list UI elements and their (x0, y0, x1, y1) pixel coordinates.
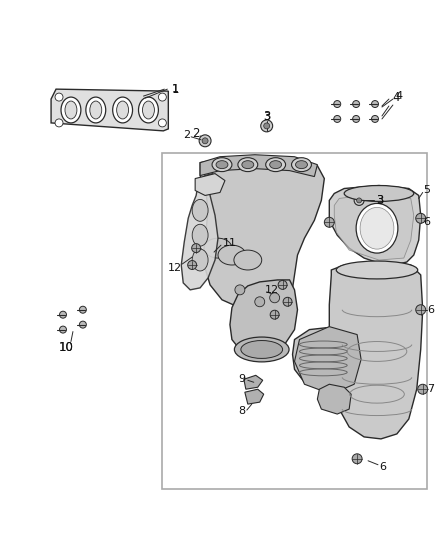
Ellipse shape (238, 158, 258, 172)
Polygon shape (195, 174, 225, 196)
Ellipse shape (192, 224, 208, 246)
Circle shape (418, 384, 427, 394)
Ellipse shape (117, 101, 129, 119)
Circle shape (264, 123, 270, 129)
Text: 2: 2 (183, 130, 190, 140)
Text: 3: 3 (377, 196, 384, 205)
Circle shape (202, 138, 208, 144)
Ellipse shape (266, 158, 286, 172)
Text: 6: 6 (379, 462, 386, 472)
Circle shape (159, 93, 166, 101)
Polygon shape (334, 193, 414, 260)
Ellipse shape (90, 101, 102, 119)
Circle shape (334, 116, 341, 123)
Text: 8: 8 (238, 406, 245, 416)
Circle shape (261, 120, 273, 132)
Circle shape (371, 101, 378, 108)
Circle shape (270, 293, 279, 303)
Circle shape (324, 217, 334, 227)
Polygon shape (293, 328, 354, 386)
Circle shape (55, 93, 63, 101)
Circle shape (79, 306, 86, 313)
Polygon shape (245, 389, 264, 404)
Polygon shape (294, 327, 361, 394)
Text: 4: 4 (395, 91, 403, 101)
Ellipse shape (61, 97, 81, 123)
Text: 10: 10 (59, 341, 74, 354)
Ellipse shape (360, 207, 394, 249)
Polygon shape (200, 155, 318, 176)
Ellipse shape (204, 238, 232, 258)
Circle shape (334, 101, 341, 108)
Ellipse shape (86, 97, 106, 123)
Circle shape (283, 297, 292, 306)
Circle shape (416, 213, 426, 223)
Polygon shape (329, 262, 423, 439)
Text: 6: 6 (427, 305, 434, 314)
Ellipse shape (142, 101, 155, 119)
Ellipse shape (292, 158, 311, 172)
Ellipse shape (216, 160, 228, 168)
Polygon shape (318, 384, 351, 414)
Ellipse shape (270, 160, 282, 168)
Text: 6: 6 (423, 217, 430, 227)
Polygon shape (200, 157, 324, 310)
Ellipse shape (356, 204, 398, 253)
Ellipse shape (242, 160, 254, 168)
Circle shape (416, 305, 426, 314)
Text: 3: 3 (263, 112, 270, 122)
Text: 11: 11 (223, 238, 237, 248)
Ellipse shape (336, 261, 418, 279)
Circle shape (192, 244, 201, 253)
Text: 3: 3 (263, 110, 270, 124)
Ellipse shape (65, 101, 77, 119)
Ellipse shape (234, 250, 262, 270)
Text: 9: 9 (238, 374, 245, 384)
Circle shape (354, 196, 364, 205)
Circle shape (199, 135, 211, 147)
Circle shape (60, 311, 67, 318)
Polygon shape (51, 89, 168, 131)
Ellipse shape (296, 160, 307, 168)
Polygon shape (244, 375, 263, 389)
Circle shape (255, 297, 265, 307)
Text: 10: 10 (59, 341, 74, 354)
Text: 2: 2 (192, 127, 200, 140)
Text: 5: 5 (423, 185, 430, 196)
Circle shape (278, 280, 287, 289)
Circle shape (353, 101, 360, 108)
Circle shape (235, 285, 245, 295)
Ellipse shape (192, 199, 208, 221)
Circle shape (357, 198, 362, 203)
Circle shape (79, 321, 86, 328)
Circle shape (159, 119, 166, 127)
Circle shape (371, 116, 378, 123)
Circle shape (353, 116, 360, 123)
Text: 3: 3 (376, 194, 384, 207)
Text: 1: 1 (172, 84, 179, 94)
Text: 12: 12 (168, 263, 182, 273)
Polygon shape (230, 280, 297, 352)
Ellipse shape (212, 158, 232, 172)
Ellipse shape (218, 245, 246, 265)
Ellipse shape (113, 97, 133, 123)
Ellipse shape (234, 337, 289, 362)
Circle shape (55, 119, 63, 127)
Text: 4: 4 (392, 91, 399, 103)
Text: 12: 12 (265, 285, 279, 295)
Circle shape (60, 326, 67, 333)
Text: 1: 1 (172, 83, 179, 95)
Circle shape (352, 454, 362, 464)
Polygon shape (329, 185, 421, 265)
Bar (162, 153, 427, 489)
Text: 7: 7 (427, 384, 434, 394)
Ellipse shape (192, 249, 208, 271)
Circle shape (270, 310, 279, 319)
Ellipse shape (344, 185, 414, 201)
Circle shape (188, 261, 197, 270)
Ellipse shape (138, 97, 159, 123)
Polygon shape (181, 174, 218, 290)
Ellipse shape (241, 341, 283, 358)
